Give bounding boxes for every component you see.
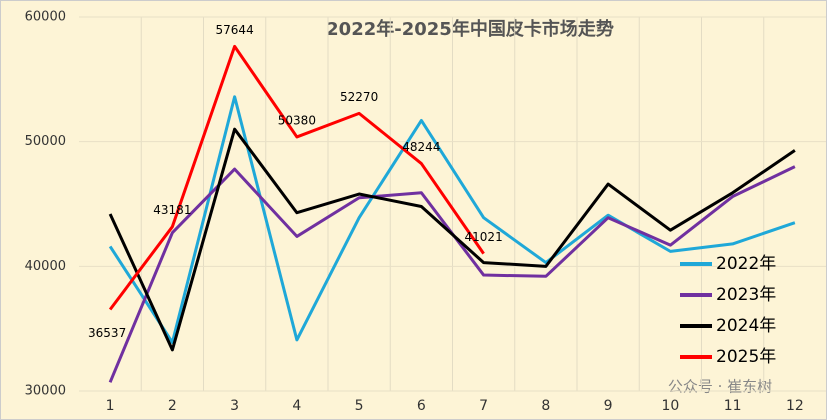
y-tick-label: 50000 bbox=[25, 134, 66, 149]
data-label: 36537 bbox=[88, 326, 126, 340]
x-tick-label: 1 bbox=[106, 398, 115, 414]
chart-title: 2022年-2025年中国皮卡市场走势 bbox=[326, 18, 614, 40]
x-tick-label: 8 bbox=[541, 398, 550, 414]
legend-label: 2023年 bbox=[716, 285, 776, 305]
data-label: 52270 bbox=[340, 90, 378, 104]
data-label: 48244 bbox=[402, 140, 440, 154]
x-tick-label: 11 bbox=[724, 398, 742, 414]
x-tick-label: 7 bbox=[479, 398, 488, 414]
data-label: 57644 bbox=[216, 23, 254, 37]
legend-label: 2022年 bbox=[716, 254, 776, 274]
x-tick-label: 3 bbox=[230, 398, 239, 414]
legend-label: 2024年 bbox=[716, 316, 776, 336]
y-tick-label: 60000 bbox=[25, 10, 66, 25]
data-label: 43181 bbox=[153, 203, 191, 217]
y-tick-label: 30000 bbox=[25, 384, 66, 399]
x-tick-label: 6 bbox=[417, 398, 426, 414]
watermark: 公众号 · 崔东树 bbox=[668, 378, 772, 396]
x-tick-label: 9 bbox=[604, 398, 613, 414]
series-line bbox=[108, 95, 796, 344]
series-line bbox=[108, 44, 485, 311]
series-line bbox=[108, 127, 796, 352]
data-label: 41021 bbox=[465, 230, 503, 244]
x-tick-label: 2 bbox=[168, 398, 177, 414]
legend-label: 2025年 bbox=[716, 347, 776, 367]
x-tick-label: 10 bbox=[661, 398, 679, 414]
x-tick-label: 5 bbox=[355, 398, 364, 414]
data-label: 50380 bbox=[278, 113, 316, 127]
x-tick-label: 4 bbox=[292, 398, 301, 414]
x-tick-label: 12 bbox=[786, 398, 804, 414]
y-tick-label: 40000 bbox=[25, 259, 66, 274]
